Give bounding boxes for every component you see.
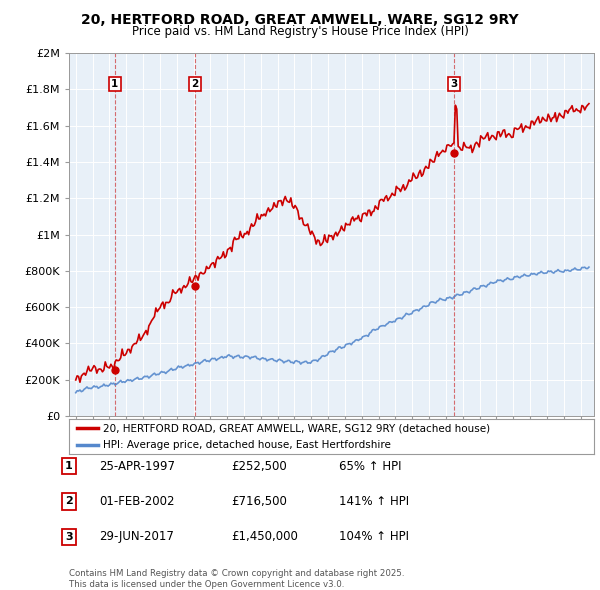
Text: 29-JUN-2017: 29-JUN-2017 xyxy=(99,530,174,543)
Text: 65% ↑ HPI: 65% ↑ HPI xyxy=(339,460,401,473)
Text: 2: 2 xyxy=(191,79,199,89)
Text: Price paid vs. HM Land Registry's House Price Index (HPI): Price paid vs. HM Land Registry's House … xyxy=(131,25,469,38)
Text: 1: 1 xyxy=(111,79,118,89)
Text: 01-FEB-2002: 01-FEB-2002 xyxy=(99,495,175,508)
Text: £1,450,000: £1,450,000 xyxy=(231,530,298,543)
Text: 20, HERTFORD ROAD, GREAT AMWELL, WARE, SG12 9RY (detached house): 20, HERTFORD ROAD, GREAT AMWELL, WARE, S… xyxy=(103,424,490,434)
Text: 20, HERTFORD ROAD, GREAT AMWELL, WARE, SG12 9RY: 20, HERTFORD ROAD, GREAT AMWELL, WARE, S… xyxy=(81,13,519,27)
Text: £716,500: £716,500 xyxy=(231,495,287,508)
Text: 3: 3 xyxy=(451,79,458,89)
Text: HPI: Average price, detached house, East Hertfordshire: HPI: Average price, detached house, East… xyxy=(103,441,391,450)
Text: 1: 1 xyxy=(65,461,73,471)
Text: 141% ↑ HPI: 141% ↑ HPI xyxy=(339,495,409,508)
Text: 25-APR-1997: 25-APR-1997 xyxy=(99,460,175,473)
Text: 104% ↑ HPI: 104% ↑ HPI xyxy=(339,530,409,543)
Text: £252,500: £252,500 xyxy=(231,460,287,473)
Text: 3: 3 xyxy=(65,532,73,542)
Text: 2: 2 xyxy=(65,497,73,506)
Text: Contains HM Land Registry data © Crown copyright and database right 2025.
This d: Contains HM Land Registry data © Crown c… xyxy=(69,569,404,589)
